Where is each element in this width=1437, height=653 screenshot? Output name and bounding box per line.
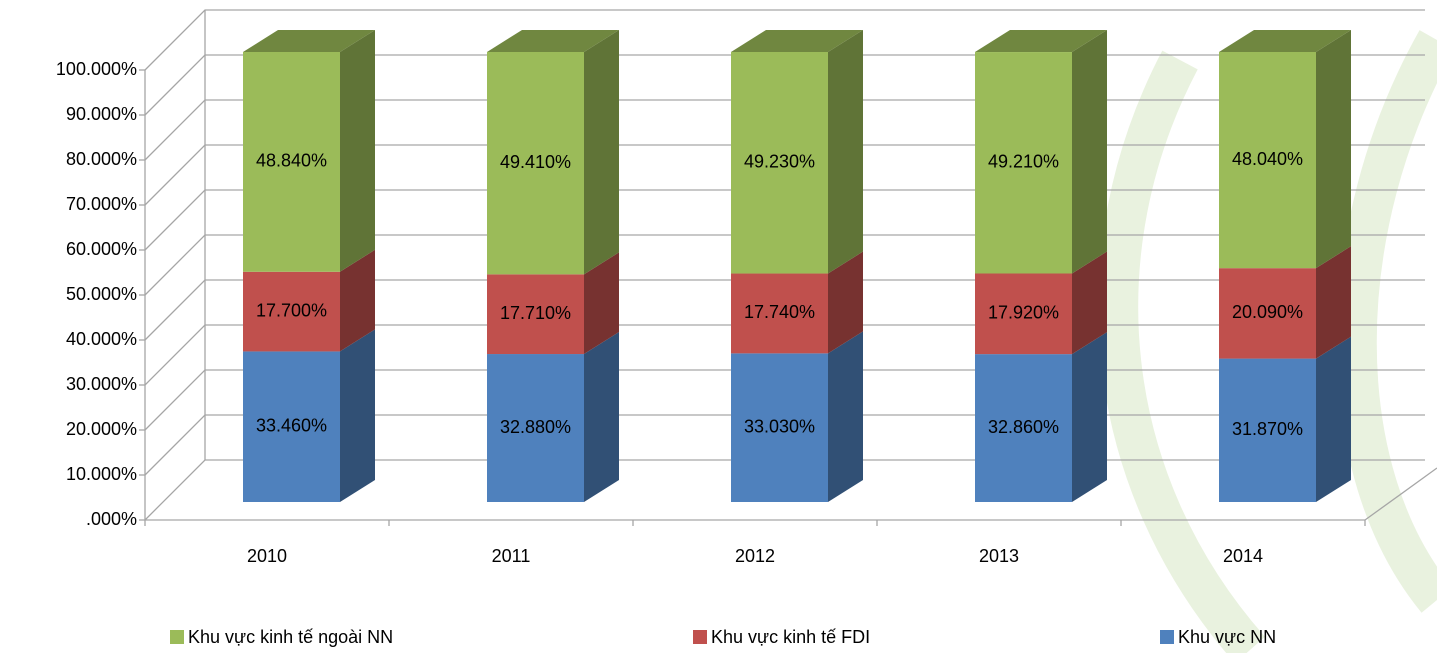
data-label: 32.880% — [500, 417, 571, 437]
decor-arc — [1336, 30, 1437, 613]
bar-side — [1316, 30, 1351, 269]
bar-side — [340, 30, 375, 272]
y-tick-label: 50.000% — [66, 284, 137, 304]
decor-arc — [1098, 50, 1266, 653]
data-label: 33.460% — [256, 415, 327, 435]
y-tick-label: 60.000% — [66, 239, 137, 259]
data-label: 31.870% — [1232, 419, 1303, 439]
x-tick-label: 2013 — [979, 546, 1019, 566]
y-tick-label: 10.000% — [66, 464, 137, 484]
bar — [975, 354, 1072, 502]
y-tick-label: 100.000% — [56, 59, 137, 79]
data-label: 49.410% — [500, 152, 571, 172]
bar-top — [975, 30, 1107, 53]
data-label: 17.710% — [500, 303, 571, 323]
bar — [975, 273, 1072, 355]
bar-top — [243, 30, 375, 52]
data-label: 17.700% — [256, 300, 327, 320]
y-tick-label: 30.000% — [66, 374, 137, 394]
y-tick-label: 70.000% — [66, 194, 137, 214]
bar — [731, 273, 828, 354]
bar-side — [828, 30, 863, 274]
bar-side — [1316, 336, 1351, 502]
bar-side — [828, 331, 863, 502]
legend-swatch — [693, 630, 707, 644]
y-tick-label: .000% — [86, 509, 137, 529]
bar — [243, 271, 340, 352]
legend-swatch — [170, 630, 184, 644]
data-label: 32.860% — [988, 417, 1059, 437]
bar-side — [584, 252, 619, 355]
background-decoration — [1098, 30, 1437, 653]
bar — [1219, 358, 1316, 502]
data-label: 49.230% — [744, 152, 815, 172]
legend-label: Khu vực NN — [1178, 627, 1276, 647]
bar-side — [828, 251, 863, 354]
data-label: 33.030% — [744, 416, 815, 436]
bar — [243, 351, 340, 502]
y-tick-label: 20.000% — [66, 419, 137, 439]
bar — [1219, 52, 1316, 269]
data-label: 48.040% — [1232, 149, 1303, 169]
x-tick-label: 2014 — [1223, 546, 1263, 566]
bar-top — [731, 30, 863, 52]
bar — [487, 354, 584, 502]
bar — [731, 52, 828, 274]
bar-top — [1219, 30, 1351, 52]
data-label: 17.920% — [988, 303, 1059, 323]
x-tick-label: 2012 — [735, 546, 775, 566]
x-tick-label: 2011 — [492, 546, 531, 566]
bar — [487, 52, 584, 275]
legend-label: Khu vực kinh tế FDI — [711, 627, 870, 647]
data-label: 20.090% — [1232, 302, 1303, 322]
y-tick-label: 40.000% — [66, 329, 137, 349]
floor-right — [1364, 467, 1437, 521]
bar — [487, 274, 584, 355]
bar-side — [1316, 246, 1351, 359]
x-tick-label: 2010 — [247, 546, 287, 566]
bar-side — [340, 329, 375, 502]
bar-side — [340, 249, 375, 352]
bar-top — [487, 30, 619, 52]
bar-side — [1072, 251, 1107, 355]
bar — [731, 353, 828, 502]
bar — [243, 52, 340, 272]
data-label: 17.740% — [744, 302, 815, 322]
bar-side — [584, 30, 619, 275]
bar — [975, 52, 1072, 274]
data-label: 48.840% — [256, 151, 327, 171]
legend-swatch — [1160, 630, 1174, 644]
bar-side — [1072, 30, 1107, 274]
bar-side — [584, 332, 619, 502]
legend-label: Khu vực kinh tế ngoài NN — [188, 627, 393, 647]
bar — [1219, 268, 1316, 359]
y-tick-label: 90.000% — [66, 104, 137, 124]
bar-side — [1072, 332, 1107, 502]
data-label: 49.210% — [988, 152, 1059, 172]
y-tick-label: 80.000% — [66, 149, 137, 169]
